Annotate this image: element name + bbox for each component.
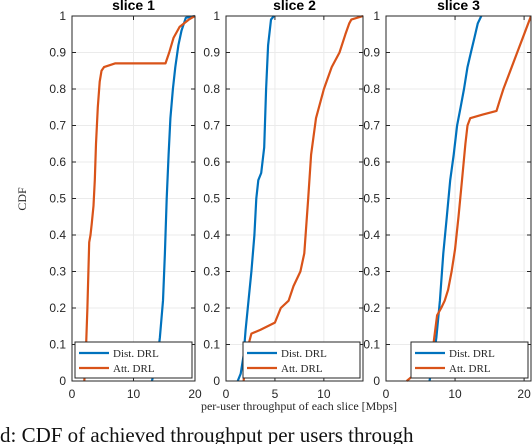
y-tick-label: 0.7: [203, 119, 220, 133]
legend-box: [242, 341, 361, 379]
subplot-title: slice 3: [437, 0, 480, 13]
y-tick-label: 0.6: [363, 155, 380, 169]
y-tick-label: 0.9: [49, 46, 66, 60]
y-tick-label: 0.5: [203, 192, 220, 206]
y-tick-label: 0.1: [203, 338, 220, 352]
legend-label: Att. DRL: [449, 363, 491, 375]
y-tick-label: 0: [373, 374, 380, 388]
x-tick-label: 10: [127, 387, 141, 401]
series-line-dist: [428, 15, 483, 382]
x-tick-label: 10: [317, 387, 331, 401]
legend-box: [410, 341, 529, 379]
subplot-1: 00.10.20.30.40.50.60.70.80.910 10 20slice …: [49, 0, 202, 401]
x-tick-label: 20: [188, 387, 202, 401]
figure-caption: d: CDF of achieved throughput per users …: [0, 423, 414, 444]
y-tick-label: 0.2: [49, 301, 66, 315]
y-tick-label: 0.2: [363, 301, 380, 315]
y-tick-label: 0.3: [49, 265, 66, 279]
series-line-att: [83, 15, 195, 382]
x-tick-label: 0: [223, 387, 230, 401]
x-tick-label: 0: [383, 387, 390, 401]
legend-label: Dist. DRL: [449, 348, 495, 360]
subplot-title: slice 1: [112, 0, 155, 13]
y-tick-label: 0.8: [203, 82, 220, 96]
y-tick-label: 0.7: [363, 119, 380, 133]
legend: Dist. DRL Att. DRL: [74, 341, 193, 379]
y-tick-label: 0.8: [363, 82, 380, 96]
y-tick-label: 0.4: [49, 228, 66, 242]
y-tick-label: 0.8: [49, 82, 66, 96]
legend: Dist. DRL Att. DRL: [242, 341, 361, 379]
y-tick-label: 0.2: [203, 301, 220, 315]
y-tick-label: 0.1: [49, 338, 66, 352]
y-tick-label: 1: [59, 9, 66, 23]
y-tick-label: 0.5: [49, 192, 66, 206]
legend-label: Att. DRL: [113, 363, 155, 375]
legend-label: Att. DRL: [281, 363, 323, 375]
x-tick-label: 20: [517, 387, 531, 401]
chart-root: 00.10.20.30.40.50.60.70.80.910 10 20slice …: [15, 0, 532, 413]
y-tick-label: 1: [373, 9, 380, 23]
y-tick-label: 0.9: [363, 46, 380, 60]
axes-box: [385, 15, 532, 382]
x-tick-label: 10: [448, 387, 462, 401]
legend-label: Dist. DRL: [113, 348, 159, 360]
subplot-3: 00.10.20.30.40.50.60.70.80.910 10 20slice …: [363, 0, 532, 401]
x-tick-label: 0: [69, 387, 76, 401]
y-tick-label: 0.7: [49, 119, 66, 133]
y-tick-label: 0.3: [203, 265, 220, 279]
y-axis-label: CDF: [15, 187, 29, 211]
legend-label: Dist. DRL: [281, 348, 327, 360]
legend: Dist. DRL Att. DRL: [410, 341, 529, 379]
y-tick-label: 0.6: [203, 155, 220, 169]
y-tick-label: 0: [59, 374, 66, 388]
y-tick-label: 0.1: [363, 338, 380, 352]
x-axis-label: per-user throughput of each slice [Mbps]: [201, 399, 397, 413]
x-tick-label: 5: [272, 387, 279, 401]
axes-box: [225, 15, 364, 382]
legend-box: [74, 341, 193, 379]
y-tick-label: 0.3: [363, 265, 380, 279]
subplot-title: slice 2: [273, 0, 316, 13]
y-tick-label: 1: [213, 9, 220, 23]
y-tick-label: 0.4: [363, 228, 380, 242]
y-tick-label: 0.9: [203, 46, 220, 60]
series-line-att: [242, 14, 363, 382]
y-tick-label: 0.6: [49, 155, 66, 169]
axes-box: [71, 15, 196, 382]
y-tick-label: 0.5: [363, 192, 380, 206]
y-tick-label: 0.4: [203, 228, 220, 242]
y-tick-label: 0: [213, 374, 220, 388]
